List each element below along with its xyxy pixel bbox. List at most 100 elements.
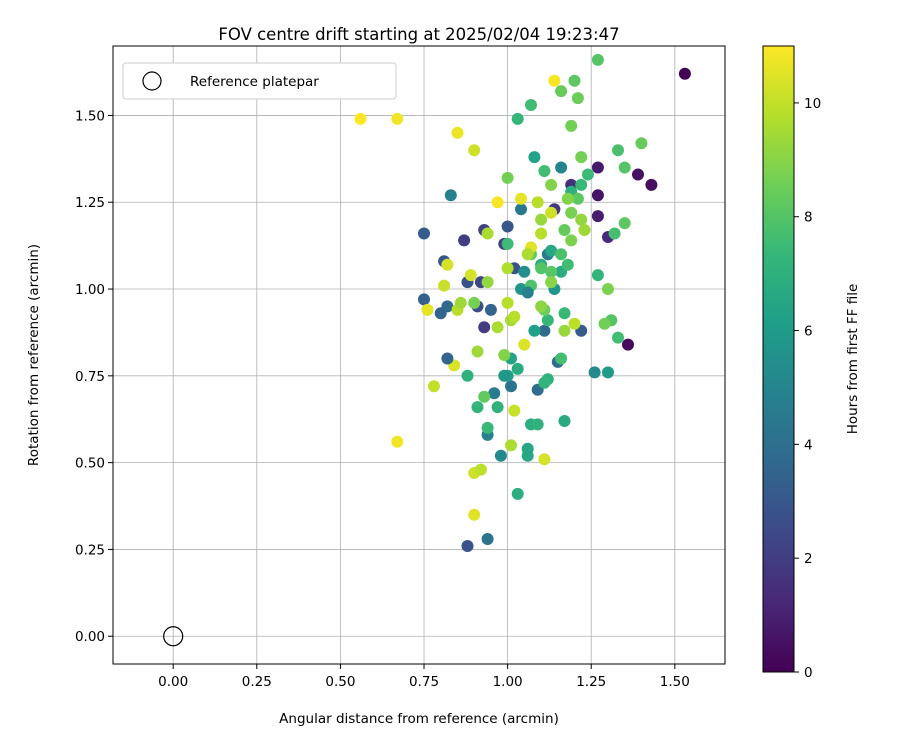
data-point xyxy=(541,314,554,327)
data-point xyxy=(571,92,584,105)
data-point xyxy=(632,168,644,181)
data-point xyxy=(521,442,534,455)
data-point xyxy=(518,265,531,278)
data-point xyxy=(481,276,494,289)
x-tick-label: 1.25 xyxy=(576,674,606,690)
colorbar-label: Hours from first FF file xyxy=(845,284,861,435)
data-point xyxy=(538,324,551,337)
y-tick-label: 1.00 xyxy=(75,282,105,298)
colorbar-tick-label: 6 xyxy=(804,324,813,340)
data-point xyxy=(464,269,477,282)
data-point xyxy=(645,178,658,191)
y-tick-label: 0.50 xyxy=(75,456,105,472)
legend: Reference platepar xyxy=(122,62,397,100)
data-point xyxy=(478,390,491,403)
data-point xyxy=(545,244,558,257)
y-tick-label: 1.50 xyxy=(75,108,105,124)
y-tick-label: 0.00 xyxy=(75,629,105,645)
colorbar xyxy=(762,45,795,673)
data-point xyxy=(508,404,521,417)
data-point xyxy=(531,196,544,209)
data-point xyxy=(538,376,551,389)
data-point xyxy=(558,324,571,337)
data-point xyxy=(578,224,591,236)
data-point xyxy=(618,217,631,230)
data-point xyxy=(494,449,507,462)
data-point xyxy=(458,234,471,247)
data-point xyxy=(591,53,604,66)
data-point xyxy=(471,345,484,358)
data-point xyxy=(591,210,604,223)
data-point xyxy=(525,99,537,111)
data-point xyxy=(418,227,430,240)
data-point xyxy=(468,144,481,157)
legend-marker-icon xyxy=(142,71,162,91)
data-point xyxy=(391,435,404,448)
x-tick-label: 1.00 xyxy=(493,674,523,690)
x-tick-label: 0.25 xyxy=(242,674,272,690)
data-point xyxy=(622,338,634,351)
data-point xyxy=(535,213,548,226)
x-axis-label: Angular distance from reference (arcmin) xyxy=(279,711,559,727)
data-point xyxy=(575,151,588,164)
x-axis-ticks: 0.00 0.25 0.50 0.75 1.00 1.25 1.50 xyxy=(158,664,690,690)
data-point xyxy=(558,415,571,427)
x-tick-label: 1.50 xyxy=(660,674,690,690)
data-point xyxy=(591,161,604,174)
y-axis-ticks: 0.00 0.25 0.50 0.75 1.00 1.25 1.50 xyxy=(75,108,113,645)
data-point xyxy=(428,380,440,393)
data-point xyxy=(565,206,578,219)
data-point xyxy=(531,418,544,431)
data-point xyxy=(501,171,514,184)
data-point xyxy=(568,317,581,330)
data-point xyxy=(598,317,611,330)
legend-label: Reference platepar xyxy=(190,74,319,90)
data-point xyxy=(521,248,534,261)
y-tick-label: 1.25 xyxy=(75,195,105,211)
data-point xyxy=(558,307,571,320)
data-point xyxy=(511,362,524,375)
data-point xyxy=(418,293,430,306)
data-point xyxy=(561,192,574,205)
data-point xyxy=(505,380,517,393)
data-point xyxy=(484,303,497,316)
data-point xyxy=(441,258,454,271)
data-point xyxy=(461,369,474,382)
data-point xyxy=(591,269,604,282)
data-point xyxy=(545,206,558,219)
data-point xyxy=(602,366,614,379)
data-point xyxy=(501,237,514,250)
y-tick-label: 0.25 xyxy=(75,542,105,558)
data-point xyxy=(545,178,558,191)
data-point xyxy=(602,283,614,295)
data-point xyxy=(545,276,558,289)
data-point xyxy=(515,192,527,205)
data-point xyxy=(545,265,558,278)
data-point xyxy=(581,168,594,181)
data-point xyxy=(575,213,588,226)
data-point xyxy=(591,189,604,202)
data-point xyxy=(421,303,434,316)
data-point xyxy=(474,463,487,476)
data-point xyxy=(511,487,524,500)
data-point xyxy=(555,248,568,261)
data-point xyxy=(438,279,451,292)
x-tick-label: 0.50 xyxy=(325,674,355,690)
data-point xyxy=(505,439,517,452)
data-point xyxy=(491,401,504,414)
data-point xyxy=(501,220,514,233)
colorbar-tick-label: 8 xyxy=(804,210,813,226)
data-point xyxy=(481,227,494,240)
colorbar-tick-label: 10 xyxy=(804,96,821,112)
colorbar-tick-label: 2 xyxy=(804,551,813,567)
data-point xyxy=(515,203,527,216)
data-point xyxy=(608,227,621,240)
data-point xyxy=(491,196,504,209)
data-point xyxy=(555,161,568,174)
data-point xyxy=(561,258,574,271)
colorbar-tick-label: 4 xyxy=(804,437,813,453)
data-point xyxy=(555,85,568,98)
colorbar-tick-label: 0 xyxy=(804,665,813,681)
data-point xyxy=(535,300,548,313)
